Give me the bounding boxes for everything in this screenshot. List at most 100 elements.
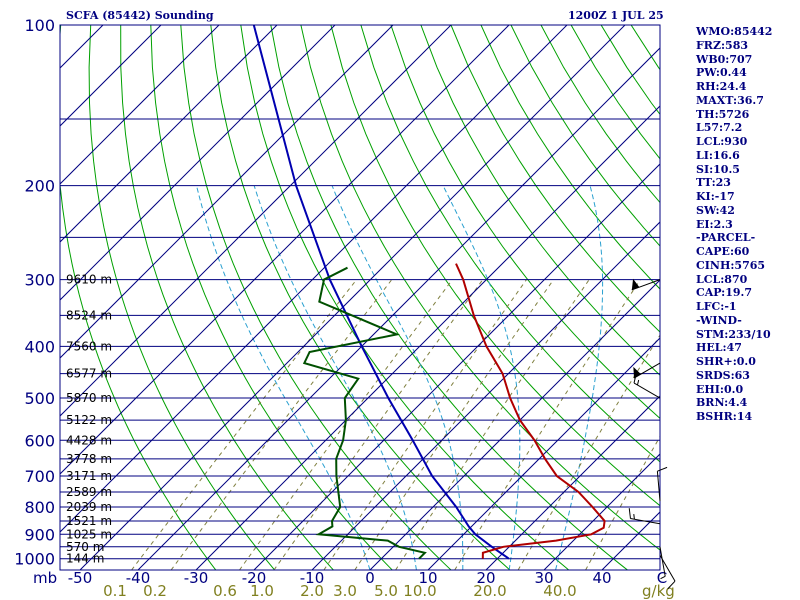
pressure-tick-label: 600 xyxy=(24,431,55,450)
height-label: 144 m xyxy=(66,552,104,566)
isotherm-line xyxy=(485,395,660,570)
sounding-index-item: LCL:870 xyxy=(696,272,748,286)
dry-adiabat-line xyxy=(150,25,393,570)
pressure-tick-label: 400 xyxy=(24,337,55,356)
isotherm-line xyxy=(60,25,510,475)
mixing-ratio-label: 0.6 xyxy=(213,582,237,600)
dry-adiabat-line xyxy=(390,25,660,420)
mixing-ratio-line xyxy=(273,279,484,570)
dry-adiabat-line xyxy=(330,25,660,507)
height-label: 5870 m xyxy=(66,391,112,405)
chart-title: SCFA (85442) Sounding xyxy=(66,9,214,22)
height-label: 3171 m xyxy=(66,469,112,483)
sounding-index-item: FRZ:583 xyxy=(696,38,749,52)
isotherm-line xyxy=(60,25,336,301)
pressure-tick-label: 800 xyxy=(24,498,55,517)
isotherm-line xyxy=(60,25,162,127)
dry-adiabat-line xyxy=(180,25,452,570)
wind-barb-staff xyxy=(656,471,661,502)
pressure-tick-label: 500 xyxy=(24,389,55,408)
height-label: 1521 m xyxy=(66,514,112,528)
height-label: 8524 m xyxy=(66,308,112,322)
wind-barb-staff xyxy=(630,518,661,525)
wind-barb-half-flag xyxy=(660,575,666,580)
mixing-ratio-line xyxy=(395,279,590,570)
wind-barb xyxy=(633,372,661,399)
sounding-index-item: SRDS:63 xyxy=(696,368,750,382)
sounding-index-item: CAPE:60 xyxy=(696,245,750,258)
moist-adiabat-line xyxy=(331,185,464,570)
wind-barb-flag xyxy=(667,580,676,590)
wind-barb-half-flag xyxy=(636,379,640,386)
sounding-index-item: RH:24.4 xyxy=(696,80,747,93)
dry-adiabat-line xyxy=(120,25,335,570)
moist-adiabat-line xyxy=(196,185,371,570)
wind-barb-pennant xyxy=(633,366,641,379)
wind-barb-half-flag xyxy=(633,513,635,520)
wind-barb-flag xyxy=(657,466,668,472)
wind-barb xyxy=(628,508,661,525)
isotherm-line xyxy=(60,25,568,533)
dry-adiabat-line xyxy=(420,25,660,376)
mixing-ratio-unit-label: g/kg xyxy=(642,582,675,600)
pressure-tick-label: 100 xyxy=(24,16,55,35)
wind-barb-pennant xyxy=(631,278,640,290)
sounding-index-item: LFC:-1 xyxy=(696,300,737,313)
sounding-time: 1200Z 1 JUL 25 xyxy=(568,9,664,22)
isotherm-line xyxy=(137,47,660,570)
sounding-index-item: L57:7.2 xyxy=(696,121,743,135)
isotherm-line xyxy=(60,25,278,243)
sounding-index-item: EI:2.3 xyxy=(696,217,733,231)
isotherm-line xyxy=(311,221,660,570)
mixing-ratio-label: 1.0 xyxy=(250,582,274,600)
dry-adiabat-line xyxy=(480,25,660,290)
plot-frame xyxy=(59,24,661,571)
sounding-index-item: SHR+:0.0 xyxy=(696,355,756,368)
moist-adiabat-line xyxy=(555,185,604,570)
temperature-tick-label: 20 xyxy=(476,569,495,587)
sounding-index-item: BSHR:14 xyxy=(696,410,753,423)
wind-barb-staff xyxy=(633,382,661,399)
wind-barb-staff xyxy=(659,546,666,577)
dewpoint-trace xyxy=(302,266,427,560)
moist-adiabat-line xyxy=(253,185,417,570)
temperature-tick-label: -20 xyxy=(242,569,267,587)
sounding-indices-panel: WMO:85442 FRZ:583 WB0:707 PW:0.44 RH:24.4 MAX… xyxy=(696,25,800,424)
wind-barb xyxy=(631,278,661,291)
moist-adiabat-line xyxy=(442,185,521,570)
temperature-tick-label: 30 xyxy=(534,569,553,587)
sounding-index-item: HEL:47 xyxy=(696,341,742,355)
temperature-tick-label: -30 xyxy=(184,569,209,587)
mixing-ratio-label: 2.0 xyxy=(300,582,324,600)
sounding-index-item: CAP:19.7 xyxy=(696,286,753,300)
sounding-index-item: KI:-17 xyxy=(696,190,735,203)
height-label: 6577 m xyxy=(66,367,112,381)
mixing-ratio-label: 0.1 xyxy=(103,582,127,600)
height-label: 570 m xyxy=(66,540,104,554)
height-label: 5122 m xyxy=(66,413,112,427)
sounding-index-item: SI:10.5 xyxy=(696,162,740,176)
mixing-ratio-line xyxy=(239,279,453,570)
mixing-ratio-label: 10.0 xyxy=(403,582,436,600)
dry-adiabat-line xyxy=(450,25,660,333)
height-label: 9610 m xyxy=(66,273,112,287)
isotherm-line xyxy=(60,25,220,185)
height-label: 2589 m xyxy=(66,485,112,499)
sounding-index-item: MAXT:36.7 xyxy=(696,93,764,107)
isotherm-line xyxy=(253,163,660,570)
isotherm-line xyxy=(427,337,660,570)
height-label: 4428 m xyxy=(66,433,112,447)
temperature-tick-label: -50 xyxy=(68,569,93,587)
pressure-tick-label: 900 xyxy=(24,525,55,544)
pressure-tick-label: 700 xyxy=(24,467,55,486)
isotherm-line xyxy=(79,25,626,570)
parcel-trace xyxy=(252,25,510,560)
sounding-index-item: CINH:5765 xyxy=(696,258,766,272)
height-label: 7560 m xyxy=(66,339,112,353)
temperature-trace xyxy=(455,263,606,559)
mixing-ratio-label: 3.0 xyxy=(333,582,357,600)
sounding-index-item: BRN:4.4 xyxy=(696,396,748,410)
mixing-ratio-label: 20.0 xyxy=(473,582,506,600)
sounding-index-item: WB0:707 xyxy=(696,52,753,66)
